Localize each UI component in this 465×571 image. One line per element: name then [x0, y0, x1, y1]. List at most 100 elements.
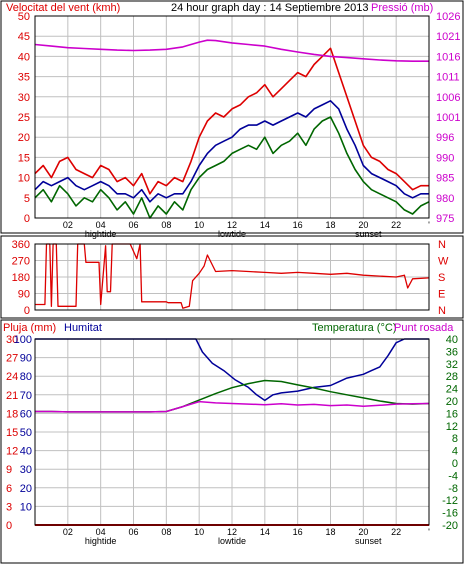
top-right-tick: 1006 — [436, 92, 460, 104]
top-hour-label: 10 — [194, 220, 204, 230]
bot-rain-tick: 21 — [6, 390, 18, 402]
humidity-title: Humitat — [64, 322, 102, 334]
top-hour-label: 12 — [227, 220, 237, 230]
dew-title: Punt rosada — [394, 322, 454, 334]
top-right-tick: 980 — [436, 193, 454, 205]
bot-temp-tick: 0 — [452, 458, 458, 470]
top-left-tick: 35 — [18, 72, 30, 84]
bot-series-3-line — [35, 400, 430, 413]
top-series-1-line — [34, 100, 429, 203]
top-left-tick: 0 — [24, 213, 30, 225]
top-hour-label: 18 — [325, 220, 335, 230]
top-series-3-line — [34, 39, 429, 62]
bot-humidity-tick: 80 — [20, 371, 32, 383]
bot-hour-label: 10 — [194, 527, 204, 537]
pressure-title: Pressió (mb) — [371, 2, 433, 14]
bot-hour-label: 02 — [63, 527, 73, 537]
top-hour-label: 08 — [161, 220, 171, 230]
top-left-tick: 40 — [18, 51, 30, 63]
bot-rain-tick: 9 — [6, 464, 12, 476]
mid-left-tick: 270 — [12, 256, 30, 268]
bot-humidity-tick: 90 — [20, 353, 32, 365]
mid-right-tick: W — [438, 256, 449, 268]
top-series-0-line — [34, 47, 429, 195]
bot-rain-tick: 27 — [6, 353, 18, 365]
top-right-tick: 1001 — [436, 112, 460, 124]
temp-title: Temperatura (°C) — [312, 322, 396, 334]
bot-temp-tick: 24 — [446, 384, 458, 396]
bot-rain-tick: 15 — [6, 427, 18, 439]
mid-right-tick: N — [438, 239, 446, 251]
top-right-tick: 990 — [436, 152, 454, 164]
bot-temp-tick: 40 — [446, 334, 458, 346]
bot-humidity-tick: 30 — [20, 464, 32, 476]
top-left-tick: 10 — [18, 173, 30, 185]
bot-hour-label: 14 — [260, 527, 270, 537]
top-hour-label: ' — [428, 220, 430, 230]
bot-hour-label: 18 — [325, 527, 335, 537]
bot-temp-tick: -12 — [442, 495, 458, 507]
top-tide-label: sunset — [355, 229, 382, 239]
top-left-tick: 20 — [18, 132, 30, 144]
top-right-tick: 985 — [436, 173, 454, 185]
rain-title: Pluja (mm) — [3, 322, 56, 334]
bot-hour-label: 12 — [227, 527, 237, 537]
bot-temp-tick: 32 — [446, 359, 458, 371]
bot-hour-label: 22 — [391, 527, 401, 537]
bot-rain-tick: 12 — [6, 446, 18, 458]
bot-temp-tick: 12 — [446, 421, 458, 433]
top-left-tick: 5 — [24, 193, 30, 205]
bot-rain-tick: 18 — [6, 408, 18, 420]
bot-rain-tick: 0 — [6, 520, 12, 532]
bottom-panel-frame — [0, 319, 464, 564]
bot-plot-area — [34, 338, 430, 526]
bot-hour-label: 20 — [358, 527, 368, 537]
top-right-tick: 975 — [436, 213, 454, 225]
bot-rain-tick: 24 — [6, 371, 18, 383]
bot-humidity-tick: 50 — [20, 427, 32, 439]
bot-tide-label: hightide — [85, 536, 117, 546]
bot-temp-tick: 36 — [446, 346, 458, 358]
bot-temp-tick: 16 — [446, 408, 458, 420]
top-right-tick: 1016 — [436, 51, 460, 63]
bot-humidity-tick: 100 — [14, 334, 32, 346]
bot-hour-label: 08 — [161, 527, 171, 537]
bot-temp-tick: 8 — [452, 433, 458, 445]
bot-temp-tick: 20 — [446, 396, 458, 408]
mid-series-0-line — [35, 243, 430, 309]
bot-hour-label: 16 — [293, 527, 303, 537]
top-hour-label: 20 — [358, 220, 368, 230]
top-left-tick: 15 — [18, 152, 30, 164]
top-panel-frame — [0, 0, 464, 234]
top-plot-area — [34, 15, 430, 219]
bot-rain-tick: 30 — [6, 334, 18, 346]
bot-tide-label: sunset — [355, 536, 382, 546]
top-tide-label: lowtide — [218, 229, 246, 239]
bot-temp-tick: -8 — [448, 483, 458, 495]
wind-title: Velocitat del vent (kmh) — [6, 2, 120, 14]
top-right-tick: 1026 — [436, 11, 460, 23]
top-tide-label: hightide — [85, 229, 117, 239]
mid-left-tick: 0 — [24, 305, 30, 317]
mid-left-tick: 180 — [12, 272, 30, 284]
bot-hour-label: 06 — [128, 527, 138, 537]
bot-temp-tick: 4 — [452, 446, 458, 458]
bot-tide-label: lowtide — [218, 536, 246, 546]
top-left-tick: 50 — [18, 11, 30, 23]
top-hour-label: 04 — [96, 220, 106, 230]
bot-hour-label: ' — [428, 527, 430, 537]
mid-right-tick: N — [438, 305, 446, 317]
bot-rain-tick: 6 — [6, 483, 12, 495]
top-hour-label: 16 — [293, 220, 303, 230]
mid-plot-area — [34, 243, 430, 311]
top-left-tick: 45 — [18, 31, 30, 43]
mid-left-tick: 360 — [12, 239, 30, 251]
top-hour-label: 14 — [260, 220, 270, 230]
top-right-tick: 996 — [436, 132, 454, 144]
mid-right-tick: E — [438, 289, 445, 301]
bot-humidity-tick: 20 — [20, 483, 32, 495]
top-series-2-line — [34, 116, 430, 219]
mid-right-tick: S — [438, 272, 445, 284]
